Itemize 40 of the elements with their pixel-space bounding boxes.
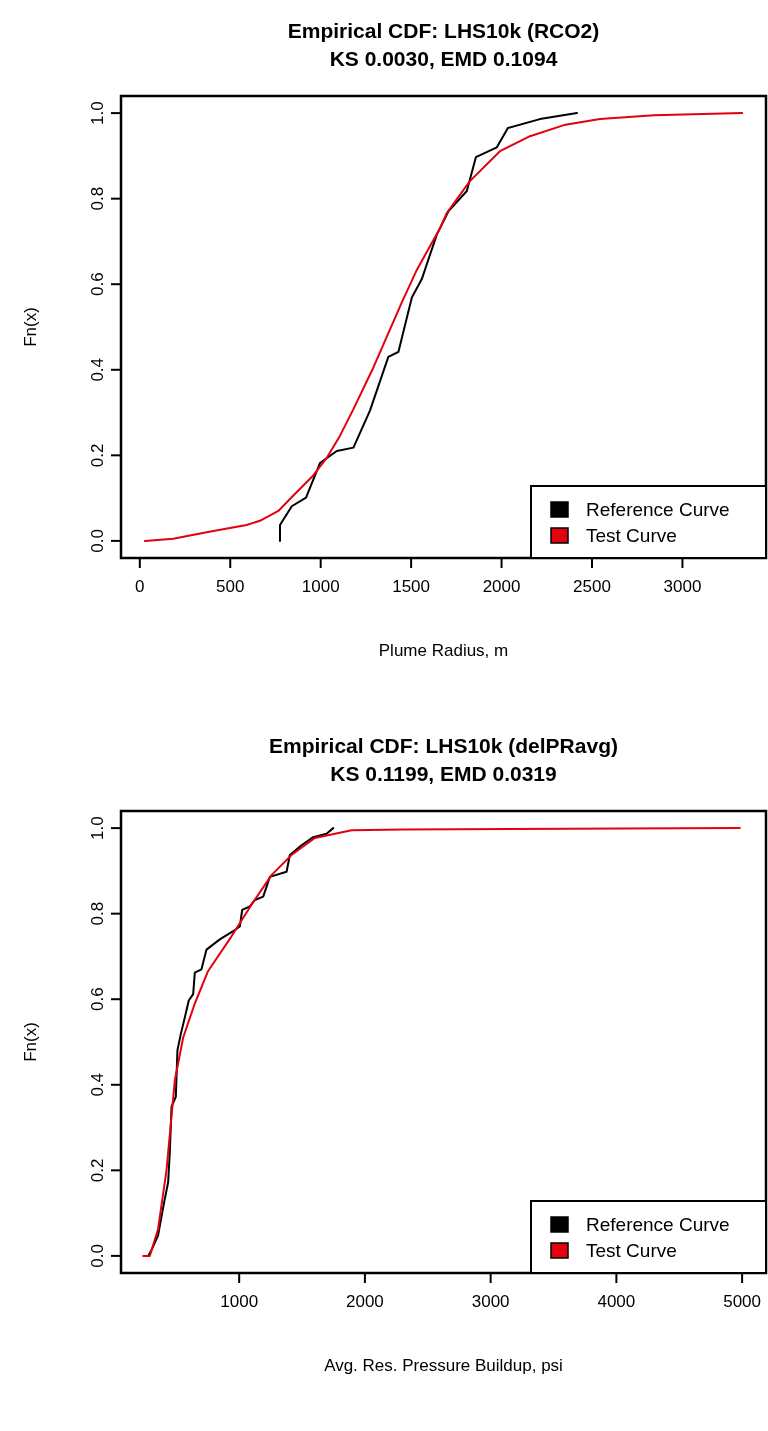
y-axis-title: Fn(x) [21,307,40,347]
line-series [147,827,335,1257]
legend-label: Reference Curve [586,1214,730,1235]
x-tick-label: 2000 [482,577,521,596]
y-tick-label: 0.6 [88,987,107,1012]
y-tick-label: 0.2 [88,443,107,468]
x-tick-label: 2000 [346,1292,384,1311]
chart-title: Empirical CDF: LHS10k (delPRavg) [269,734,618,757]
y-tick-label: 1.0 [88,816,107,840]
x-tick-label: 3000 [663,577,702,596]
x-tick-label: 1000 [301,577,340,596]
y-tick-label: 0.8 [88,901,107,926]
line-series [278,112,578,542]
line-series [142,827,741,1257]
x-tick-label: 3000 [471,1292,510,1311]
y-tick-label: 1.0 [88,101,107,125]
x-tick-label: 1500 [392,577,431,596]
y-tick-label: 0.2 [88,1158,107,1183]
x-tick-label: 0 [135,577,145,596]
y-tick-label: 0.4 [88,357,107,382]
x-tick-label: 2500 [573,577,611,596]
x-tick-label: 500 [216,577,245,596]
chart-subtitle: KS 0.1199, EMD 0.0319 [330,762,557,785]
x-axis-title: Avg. Res. Pressure Buildup, psi [324,1356,563,1375]
x-tick-label: 1000 [220,1292,259,1311]
y-tick-label: 0.8 [88,186,107,211]
y-tick-label: 0.0 [88,529,107,553]
chart-title: Empirical CDF: LHS10k (RCO2) [287,19,600,42]
chart-subtitle: KS 0.0030, EMD 0.1094 [329,47,558,70]
x-tick-label: 5000 [723,1292,762,1311]
legend-label: Test Curve [586,1240,677,1261]
legend-label: Reference Curve [586,499,730,520]
y-tick-label: 0.4 [88,1072,107,1097]
y-tick-label: 0.0 [88,1244,107,1268]
legend-label: Test Curve [586,525,677,546]
x-tick-label: 4000 [597,1292,636,1311]
y-axis-title: Fn(x) [21,1022,40,1062]
line-series [143,112,744,542]
y-tick-label: 0.6 [88,272,107,297]
x-axis-title: Plume Radius, m [378,641,509,660]
